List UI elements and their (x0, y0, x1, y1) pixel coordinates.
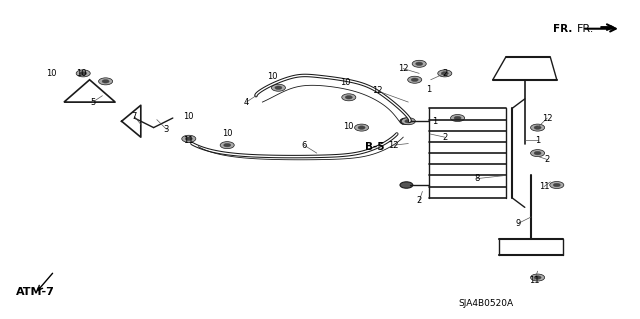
Circle shape (102, 80, 109, 83)
Text: 1: 1 (426, 85, 431, 94)
Circle shape (534, 152, 541, 155)
Circle shape (224, 143, 231, 147)
Text: 7: 7 (132, 112, 137, 121)
Text: 10: 10 (340, 78, 351, 87)
Circle shape (401, 118, 415, 125)
Text: 12: 12 (372, 86, 383, 95)
Text: 4: 4 (244, 98, 249, 107)
Text: FR.: FR. (554, 24, 573, 34)
Circle shape (531, 124, 545, 131)
Circle shape (442, 72, 448, 75)
Circle shape (405, 119, 412, 123)
Text: 11: 11 (184, 136, 194, 145)
Text: 2: 2 (442, 133, 447, 142)
Text: 12: 12 (398, 64, 408, 73)
Text: 10: 10 (76, 69, 86, 78)
Circle shape (553, 183, 561, 187)
Circle shape (271, 84, 285, 91)
Circle shape (531, 274, 545, 281)
Text: 10: 10 (222, 130, 232, 138)
Circle shape (99, 78, 113, 85)
Text: B-5: B-5 (365, 142, 384, 152)
Text: 2: 2 (417, 197, 422, 205)
Text: 8: 8 (474, 174, 479, 183)
Circle shape (355, 124, 369, 131)
Text: FR.: FR. (577, 24, 595, 34)
Text: ATM-7: ATM-7 (16, 287, 54, 297)
Circle shape (182, 135, 196, 142)
Circle shape (534, 276, 541, 279)
Circle shape (438, 70, 452, 77)
Text: 12: 12 (542, 114, 552, 122)
Text: SJA4B0520A: SJA4B0520A (459, 299, 514, 308)
Circle shape (400, 182, 413, 188)
Text: 11: 11 (529, 276, 540, 285)
Text: 5: 5 (90, 98, 95, 107)
Text: 2: 2 (545, 155, 550, 164)
Circle shape (346, 96, 352, 99)
Circle shape (451, 115, 465, 122)
Circle shape (400, 118, 413, 124)
Text: 6: 6 (301, 141, 307, 150)
Circle shape (220, 142, 234, 149)
Text: 9: 9 (516, 219, 521, 228)
Circle shape (76, 70, 90, 77)
Circle shape (358, 126, 365, 130)
Circle shape (408, 76, 422, 83)
Text: 12: 12 (388, 141, 399, 150)
Text: 10: 10 (184, 112, 194, 121)
Circle shape (275, 86, 282, 90)
Text: 1: 1 (433, 117, 438, 126)
Circle shape (454, 116, 461, 120)
Text: 1: 1 (535, 136, 540, 145)
Circle shape (550, 182, 564, 189)
Circle shape (412, 78, 419, 82)
Circle shape (531, 150, 545, 157)
Circle shape (342, 94, 356, 101)
Circle shape (80, 72, 87, 75)
Circle shape (534, 126, 541, 130)
Text: 2: 2 (442, 69, 447, 78)
Circle shape (186, 137, 192, 141)
Text: 10: 10 (267, 72, 277, 81)
Text: 11: 11 (539, 182, 549, 191)
Circle shape (412, 60, 426, 67)
Text: 3: 3 (164, 125, 169, 134)
Text: 10: 10 (46, 69, 56, 78)
Text: 10: 10 (344, 122, 354, 130)
Circle shape (416, 62, 423, 66)
